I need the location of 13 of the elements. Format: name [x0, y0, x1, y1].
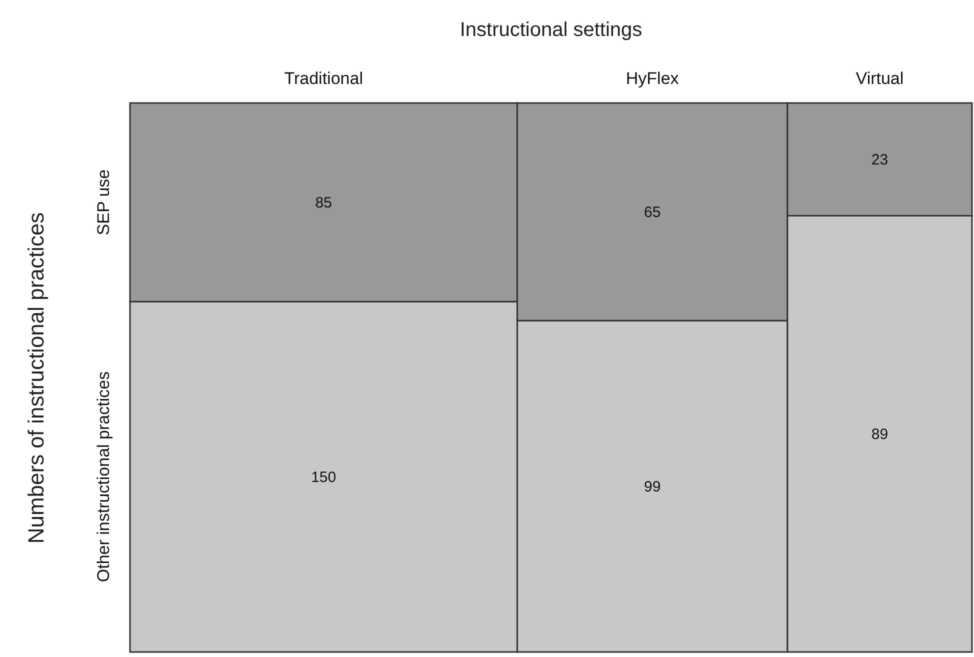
data-label: 89 — [871, 426, 888, 443]
data-label: 85 — [315, 194, 332, 212]
text: SEP use — [94, 169, 113, 236]
data-label: 23 — [871, 151, 888, 168]
text: Numbers of instructional practices — [24, 212, 48, 544]
data-label: 65 — [644, 204, 661, 221]
category-label: Traditional — [284, 69, 363, 88]
data-label: 99 — [644, 478, 661, 496]
category-label: Virtual — [856, 69, 904, 88]
text: Other instructional practices — [94, 371, 113, 582]
data-label: 150 — [311, 468, 336, 486]
text: Instructional settings — [460, 19, 642, 41]
category-label: HyFlex — [626, 69, 680, 88]
